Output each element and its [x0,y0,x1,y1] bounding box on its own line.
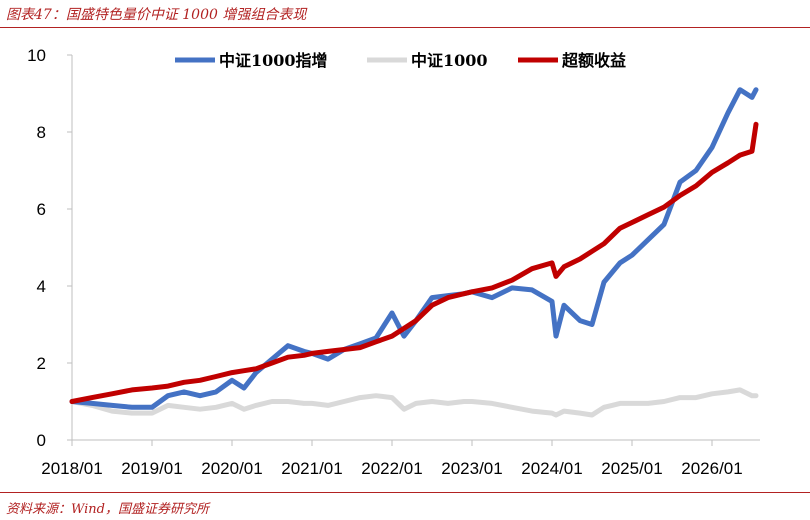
y-tick-label: 10 [27,46,46,65]
chart-axes: 0 2 4 6 8 10 2018/01 2019/01 2020/01 2021/01 2022/… [27,46,760,478]
x-tick-label: 2018/01 [41,459,102,478]
series-line [69,121,759,404]
legend-label: 中证1000 [411,51,488,70]
chart-series [69,87,759,418]
y-tick-label: 0 [37,431,46,450]
x-tick-label: 2019/01 [121,459,182,478]
y-tick-label: 2 [37,354,46,373]
x-tick-label: 2024/01 [521,459,582,478]
x-tick-label: 2021/01 [281,459,342,478]
x-tick-label: 2026/01 [681,459,742,478]
x-tick-label: 2020/01 [201,459,262,478]
line-chart: 0 2 4 6 8 10 2018/01 2019/01 2020/01 2021/01 2022/… [27,46,760,478]
legend-label: 中证1000指增 [219,51,328,70]
series-line [69,387,759,418]
top-divider [0,27,810,28]
legend-label: 超额收益 [561,51,626,70]
y-tick-label: 6 [37,200,46,219]
chart-legend: 中证1000指增 中证1000 超额收益 [175,51,626,70]
x-tick-label: 2025/01 [601,459,662,478]
figure-caption: 图表47：国盛特色量价中证 1000 增强组合表现 [6,7,307,23]
y-tick-label: 4 [37,277,46,296]
y-tick-label: 8 [37,123,46,142]
source-note: 资料来源：Wind，国盛证券研究所 [6,502,209,517]
x-tick-label: 2022/01 [361,459,422,478]
series-line [69,87,759,410]
x-tick-label: 2023/01 [441,459,502,478]
bottom-divider [0,492,810,493]
